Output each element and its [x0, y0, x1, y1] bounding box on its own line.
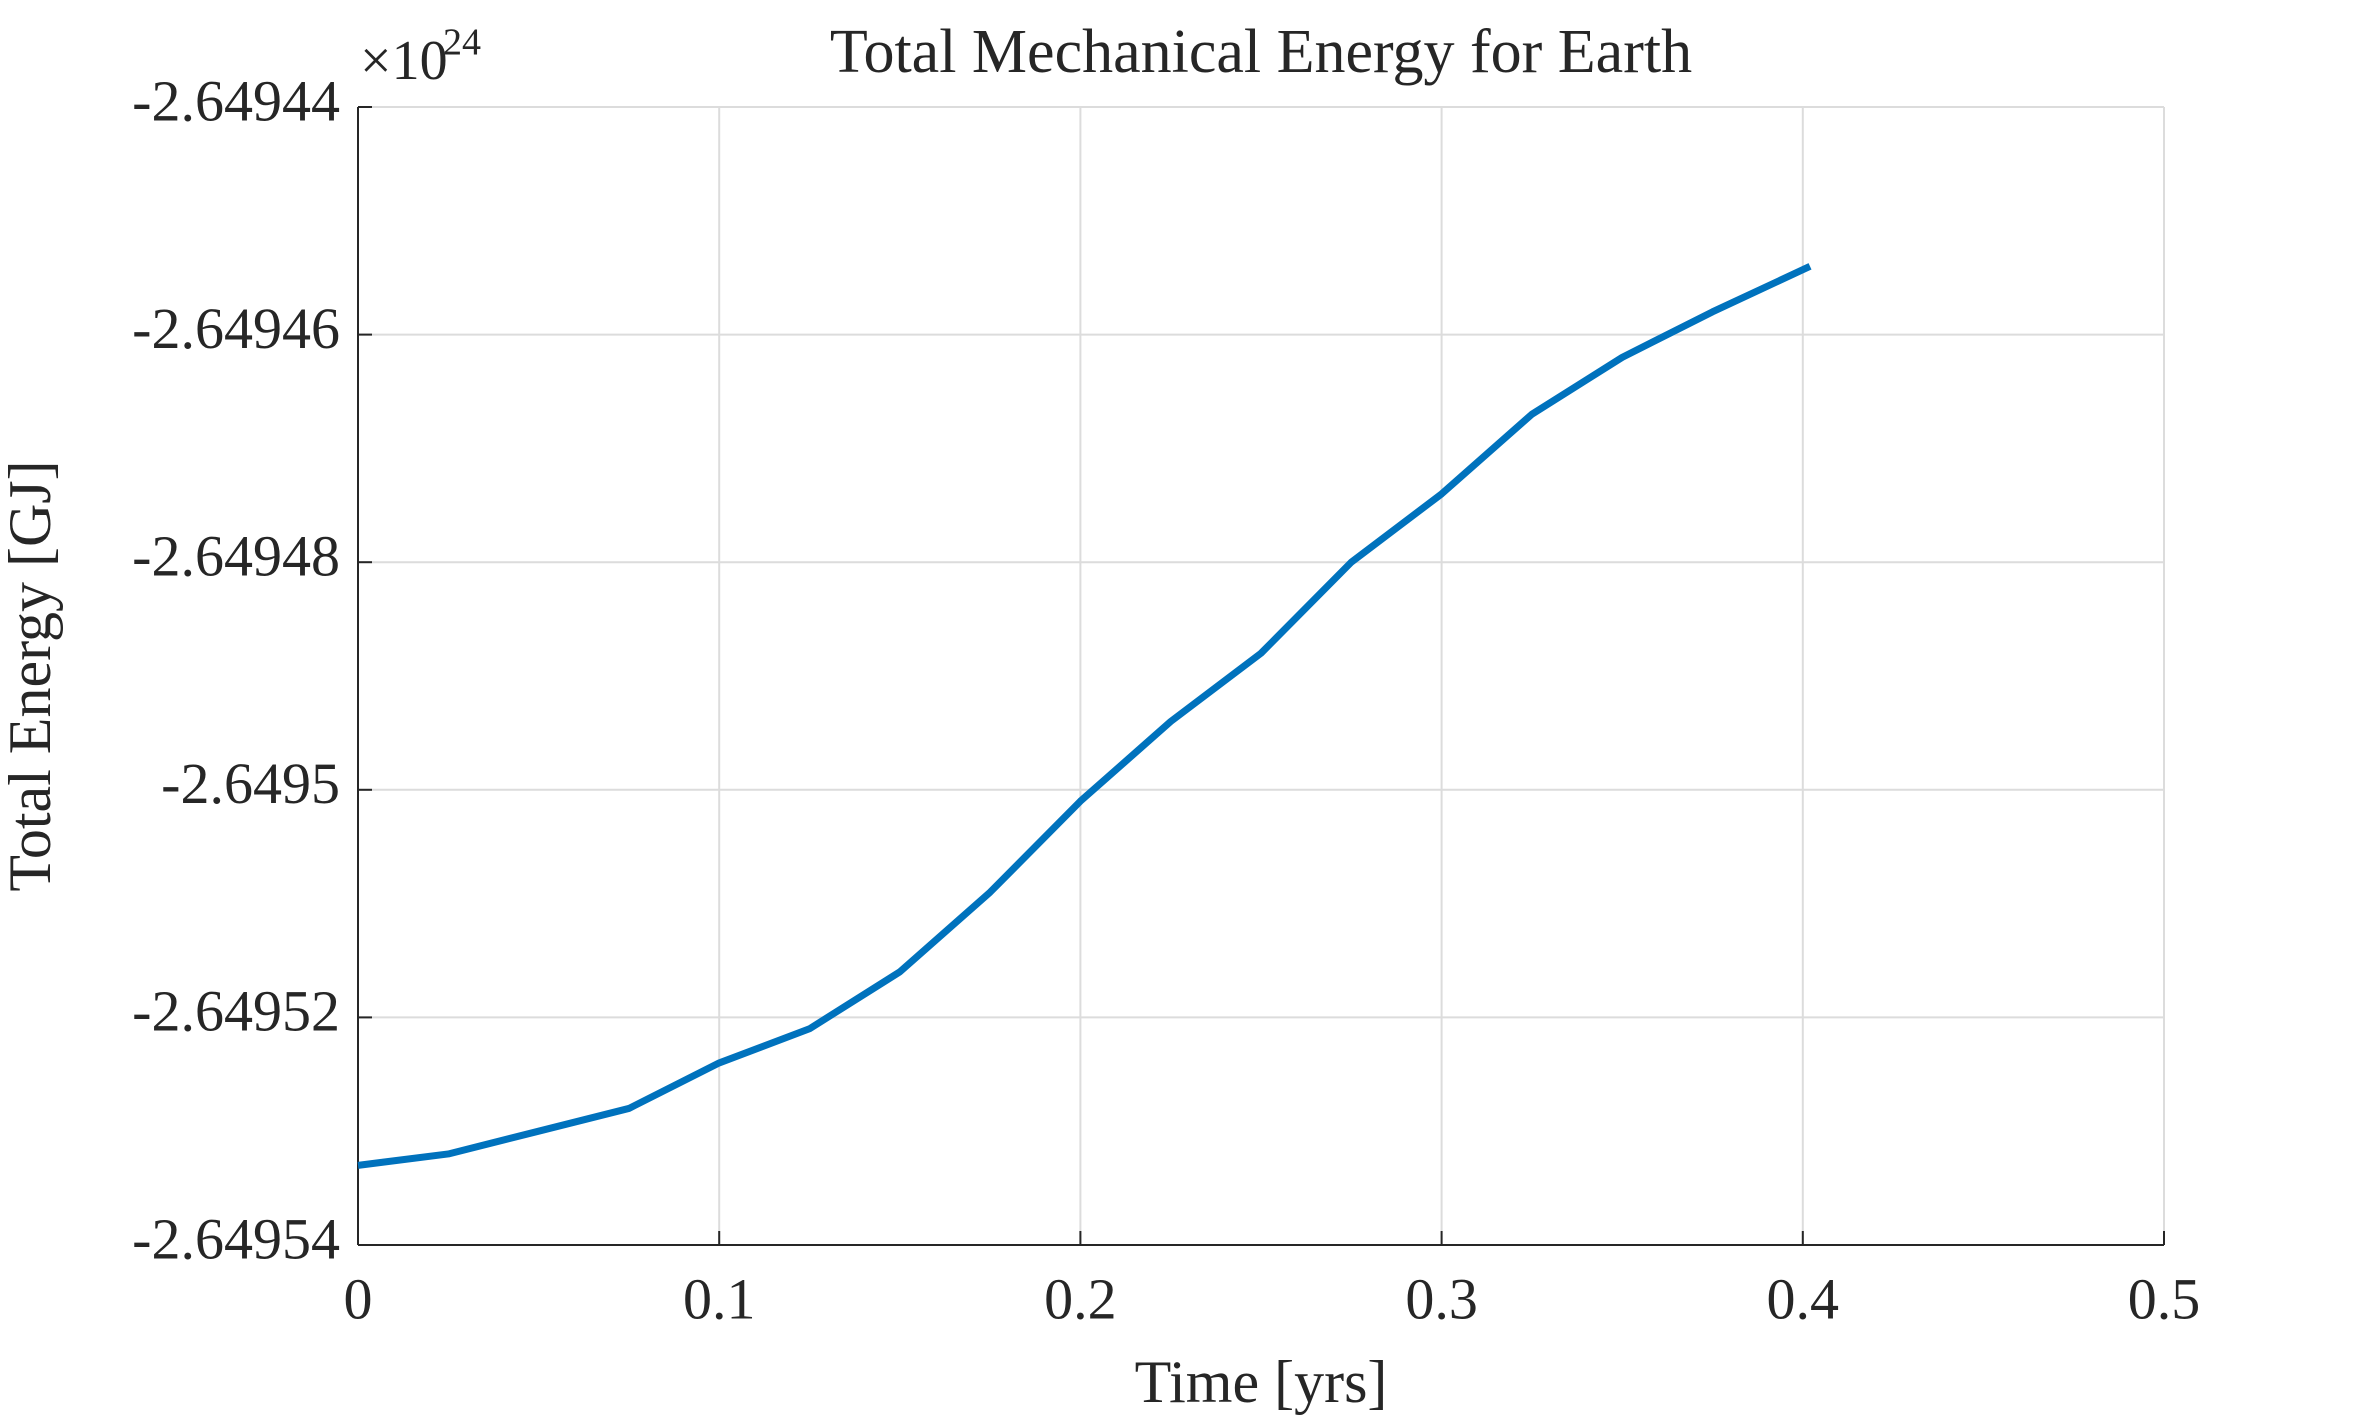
x-tick-label: 0.1: [683, 1266, 756, 1331]
data-line: [357, 263, 1812, 1169]
x-tick-label: 0: [344, 1266, 373, 1331]
y-tick-label: -2.64952: [132, 979, 340, 1044]
y-tick-label: -2.64944: [132, 68, 340, 133]
x-tick-label: 0.4: [1767, 1266, 1840, 1331]
y-multiplier-power: 24: [443, 22, 481, 64]
x-tick-label: 0.2: [1044, 1266, 1117, 1331]
y-tick-label: -2.64954: [132, 1206, 340, 1271]
chart-title: Total Mechanical Energy for Earth: [830, 18, 1692, 86]
x-tick-label: 0.5: [2128, 1266, 2201, 1331]
x-tick-label: 0.3: [1405, 1266, 1478, 1331]
y-tick-label: -2.64946: [132, 296, 340, 361]
y-multiplier: ×10: [360, 30, 448, 92]
x-axis-label: Time [yrs]: [1135, 1349, 1388, 1415]
y-tick-label: -2.64948: [132, 524, 340, 589]
y-axis-label: Total Energy [GJ]: [0, 460, 63, 891]
y-tick-label: -2.6495: [161, 751, 340, 816]
